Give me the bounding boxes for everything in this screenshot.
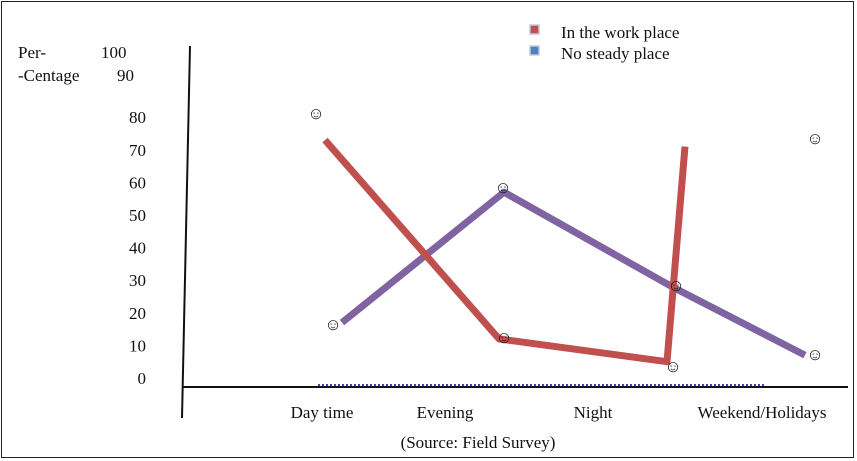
- point-marker-work-place-1: ☺: [307, 104, 324, 123]
- y-tick-label-0: 0: [138, 369, 147, 388]
- x-tick-label-night: Night: [574, 403, 613, 422]
- legend-swatch-work-place: [529, 24, 540, 35]
- x-tick-labels: Day time Evening Night Weekend/Holidays: [291, 403, 827, 422]
- point-marker-work-place-2: ☺: [495, 328, 512, 347]
- y-tick-label-40: 40: [129, 239, 146, 258]
- series-lines: [322, 137, 807, 366]
- y-tick-label-60: 60: [129, 173, 146, 192]
- y-tick-label-50: 50: [129, 206, 146, 225]
- legend-label-no-steady-place: No steady place: [561, 44, 670, 63]
- y-axis-label-line1: Per-: [18, 43, 46, 62]
- point-markers: ☺ ☺ ☺ ☺ ☺ ☺ ☺ ☺: [307, 104, 823, 376]
- y-tick-label-80: 80: [129, 108, 146, 127]
- source-note: (Source: Field Survey): [401, 433, 556, 452]
- y-tick-label-10: 10: [129, 336, 146, 355]
- x-tick-label-evening: Evening: [417, 403, 474, 422]
- x-tick-label-weekend-holidays: Weekend/Holidays: [698, 403, 827, 422]
- y-tick-label-100: 100: [101, 43, 127, 62]
- point-marker-work-place-4: ☺: [806, 129, 823, 148]
- x-tick-label-day-time: Day time: [291, 403, 354, 422]
- series-line-no-steady-place: [339, 188, 807, 359]
- y-tick-labels: 0 10 20 30 40 50 60 70 80 90 100: [101, 43, 146, 388]
- y-tick-label-30: 30: [129, 271, 146, 290]
- point-marker-work-place-3: ☺: [664, 357, 681, 376]
- legend-label-work-place: In the work place: [561, 23, 679, 42]
- y-axis: [181, 45, 191, 419]
- y-axis-label-line2: -Centage: [18, 66, 79, 85]
- series-line-in-the-work-place: [322, 137, 689, 366]
- point-marker-no-steady-place-2: ☺: [494, 178, 511, 197]
- y-tick-label-90: 90: [117, 66, 134, 85]
- point-marker-no-steady-place-1: ☺: [324, 315, 341, 334]
- point-marker-no-steady-place-3: ☺: [667, 276, 684, 295]
- legend-swatch-no-steady-place: [529, 45, 540, 56]
- y-tick-label-70: 70: [129, 141, 146, 160]
- point-marker-no-steady-place-4: ☺: [806, 345, 823, 364]
- legend: In the work place No steady place: [529, 23, 679, 63]
- y-tick-label-20: 20: [129, 304, 146, 323]
